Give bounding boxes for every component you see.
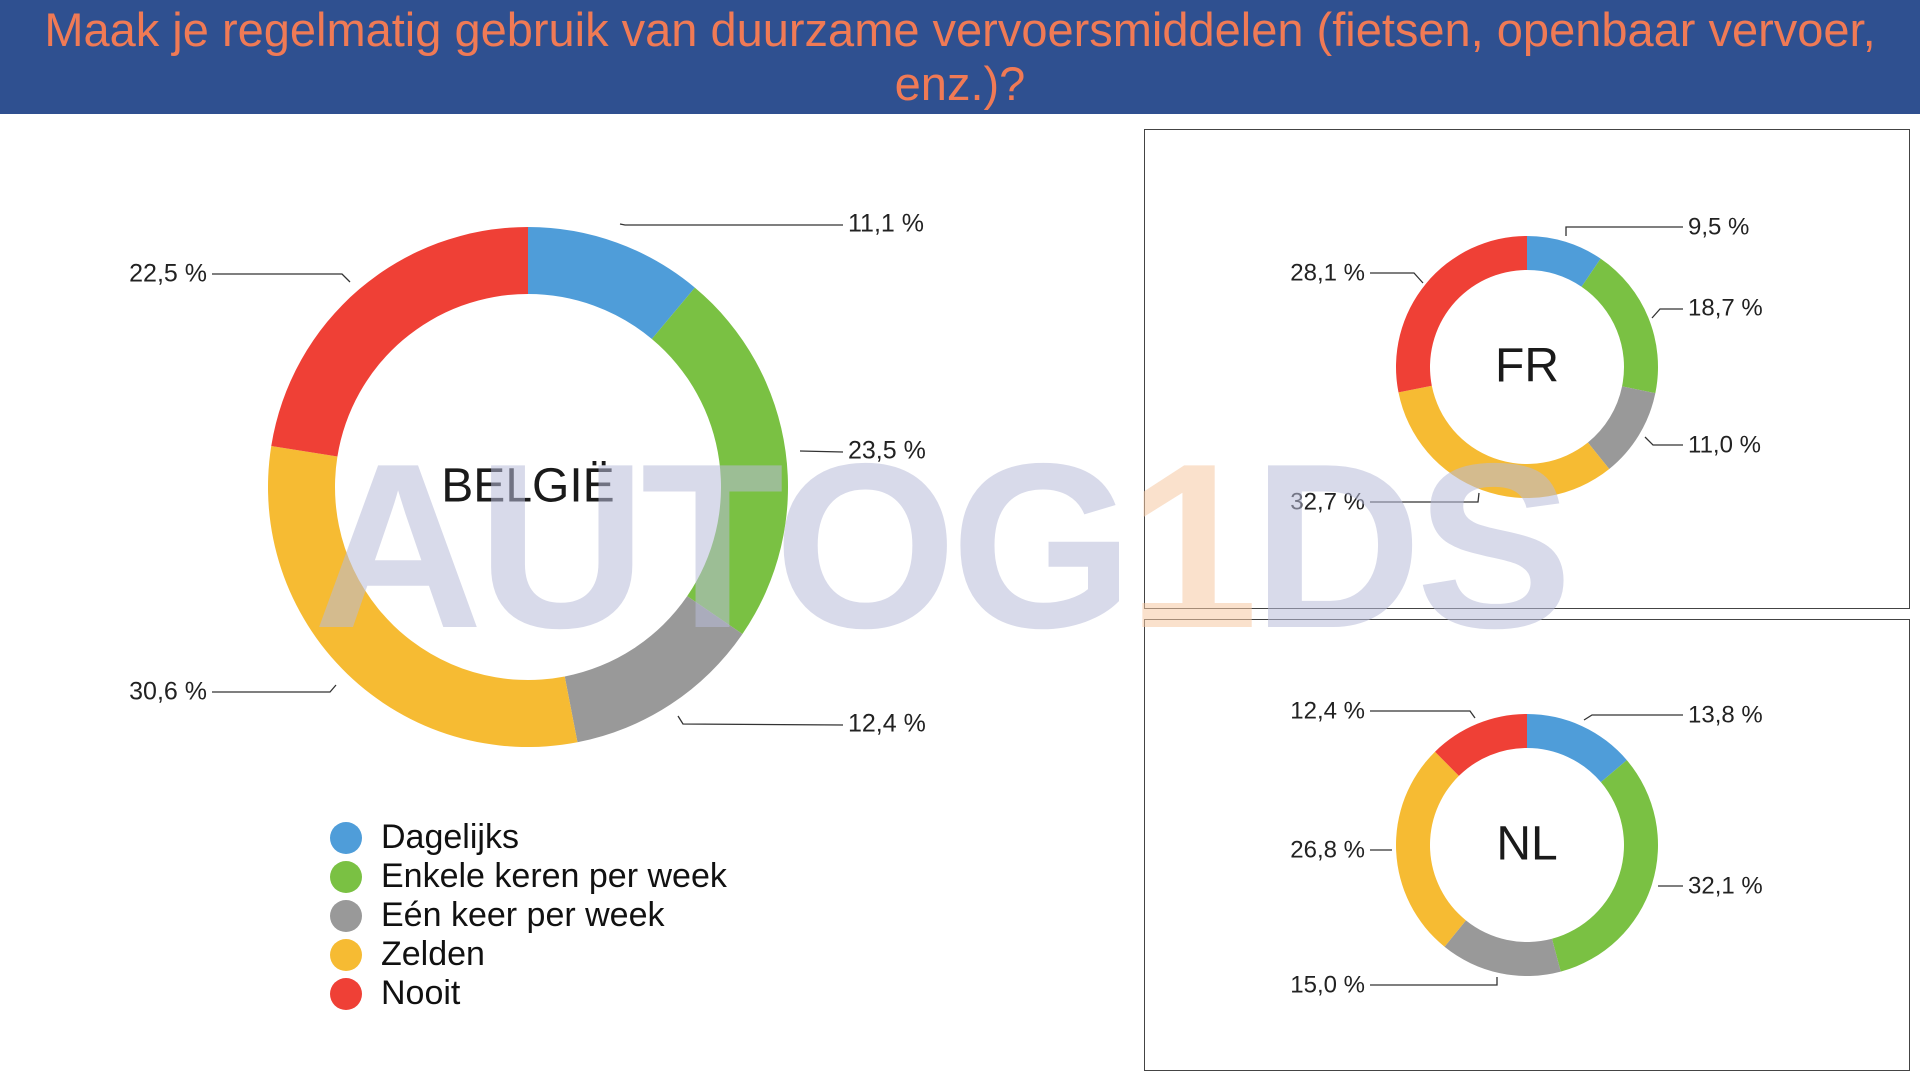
slice-zelden bbox=[1398, 385, 1610, 499]
watermark-logo: AUTOG1DS bbox=[313, 414, 1566, 677]
legend-swatch bbox=[330, 899, 362, 932]
data-label: 15,0 % bbox=[1290, 971, 1365, 998]
slice-zelden bbox=[267, 445, 578, 747]
legend-item-dagelijks: Dagelijks bbox=[330, 818, 727, 857]
donut-belgie: 11,1 % 23,5 % 12,4 % 30,6 % 22,5 % BELGIË bbox=[129, 210, 926, 747]
legend-label: Dagelijks bbox=[381, 818, 519, 856]
data-label: 23,5 % bbox=[848, 437, 926, 465]
leader-line bbox=[1644, 436, 1683, 446]
nl-chart-panel bbox=[1144, 619, 1910, 1071]
leader-line bbox=[1370, 977, 1498, 986]
data-label: 12,4 % bbox=[1290, 697, 1365, 724]
slice-dagelijks bbox=[1527, 236, 1601, 287]
legend-item-nooit: Nooit bbox=[330, 974, 727, 1013]
data-label: 11,0 % bbox=[1688, 431, 1761, 458]
page-title: Maak je regelmatig gebruik van duurzame … bbox=[0, 0, 1920, 114]
slice-nooit bbox=[271, 227, 528, 457]
data-label: 26,8 % bbox=[1290, 836, 1365, 863]
slice-dagelijks bbox=[1527, 714, 1627, 783]
chart-title: BELGIË bbox=[441, 460, 614, 513]
fr-chart-panel bbox=[1144, 129, 1910, 609]
data-label: 12,4 % bbox=[848, 710, 926, 738]
data-label: 11,1 % bbox=[848, 210, 924, 238]
legend-label: Nooit bbox=[381, 974, 461, 1012]
leader-line bbox=[799, 450, 844, 453]
slice-dagelijks bbox=[528, 227, 695, 339]
legend-item-zelden: Zelden bbox=[330, 935, 727, 974]
slice-nooit bbox=[1435, 714, 1527, 776]
slice-enkele-keren-per-week bbox=[1581, 258, 1658, 394]
data-label: 30,6 % bbox=[129, 678, 207, 706]
slice-nooit bbox=[1396, 236, 1527, 393]
leader-line bbox=[1583, 714, 1683, 721]
legend: Dagelijks Enkele keren per week Eén keer… bbox=[330, 818, 727, 1013]
legend-label: Zelden bbox=[381, 935, 485, 973]
data-label: 32,1 % bbox=[1688, 872, 1763, 899]
data-label: 32,7 % bbox=[1290, 488, 1365, 515]
leader-line bbox=[1370, 492, 1480, 503]
data-label: 28,1 % bbox=[1290, 259, 1365, 286]
legend-label: Eén keer per week bbox=[381, 896, 665, 934]
leader-line bbox=[212, 273, 351, 283]
legend-label: Enkele keren per week bbox=[381, 857, 727, 895]
slice-enkele-keren-per-week bbox=[651, 287, 789, 635]
legend-swatch bbox=[330, 821, 362, 854]
leader-line bbox=[1370, 272, 1424, 284]
legend-item-enkele-keren: Enkele keren per week bbox=[330, 857, 727, 896]
legend-swatch bbox=[330, 938, 362, 971]
chart-title: FR bbox=[1495, 340, 1559, 393]
chart-title: NL bbox=[1496, 818, 1557, 871]
leader-line bbox=[619, 223, 843, 226]
slice-een-keer-per-week bbox=[1587, 386, 1656, 469]
slice-een-keer-per-week bbox=[1444, 920, 1561, 976]
legend-item-een-keer: Eén keer per week bbox=[330, 896, 727, 935]
data-label: 18,7 % bbox=[1688, 294, 1763, 321]
leader-line bbox=[212, 684, 337, 693]
data-label: 9,5 % bbox=[1688, 213, 1749, 240]
leader-line bbox=[677, 715, 844, 726]
slice-zelden bbox=[1396, 751, 1466, 947]
donut-nl: 13,8 % 32,1 % 15,0 % 26,8 % 12,4 % NL bbox=[1290, 697, 1762, 998]
leader-line bbox=[1651, 308, 1683, 319]
legend-swatch bbox=[330, 977, 362, 1010]
legend-swatch bbox=[330, 860, 362, 893]
data-label: 22,5 % bbox=[129, 260, 207, 288]
data-label: 13,8 % bbox=[1688, 701, 1763, 728]
slice-een-keer-per-week bbox=[564, 596, 743, 743]
donut-fr: 9,5 % 18,7 % 11,0 % 32,7 % 28,1 % FR bbox=[1290, 213, 1762, 515]
leader-line bbox=[1370, 710, 1476, 719]
slice-enkele-keren-per-week bbox=[1551, 760, 1659, 972]
leader-line bbox=[1565, 226, 1683, 236]
